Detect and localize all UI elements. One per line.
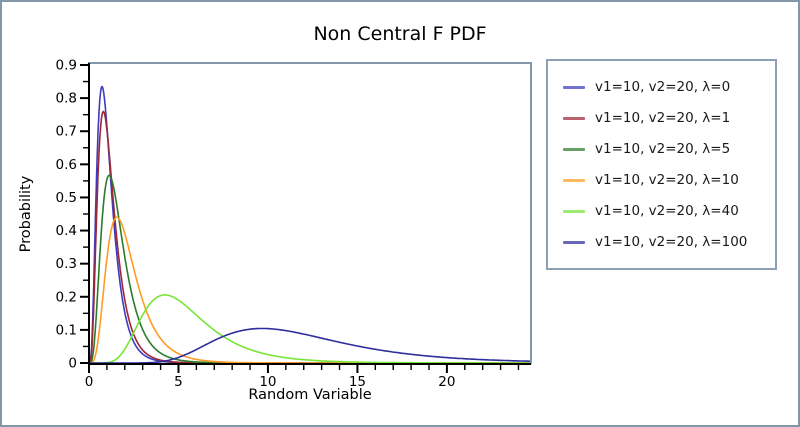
legend-swatch-line <box>563 147 585 151</box>
series-curve <box>90 85 530 363</box>
x-tick-label: 0 <box>85 374 94 390</box>
y-tick-label: 0 <box>68 356 77 372</box>
series-curve <box>90 327 530 363</box>
y-tick-label: 0.8 <box>56 91 77 107</box>
x-tick-label: 15 <box>349 374 366 390</box>
legend-swatch-line <box>563 240 585 244</box>
series-curve <box>90 216 530 363</box>
legend-swatch-line <box>563 85 585 89</box>
x-tick-label: 10 <box>259 374 276 390</box>
legend-item: v1=10, v2=20, λ=0 <box>563 76 775 98</box>
x-tick-label: 5 <box>174 374 183 390</box>
y-axis-label: Probability <box>18 175 34 253</box>
legend-label: v1=10, v2=20, λ=40 <box>595 203 739 219</box>
series-curve <box>90 174 530 363</box>
y-tick-label: 0.9 <box>56 58 77 74</box>
legend-swatch-line <box>563 178 585 182</box>
y-tick-label: 0.6 <box>56 157 77 173</box>
legend: v1=10, v2=20, λ=0 v1=10, v2=20, λ=1 v1=10,… <box>546 59 777 270</box>
legend-item: v1=10, v2=20, λ=1 <box>563 107 775 129</box>
x-tick-label: 20 <box>438 374 455 390</box>
legend-item: v1=10, v2=20, λ=100 <box>563 231 775 253</box>
legend-swatch-line <box>563 116 585 120</box>
chart-title: Non Central F PDF <box>313 23 487 45</box>
y-tick-label: 0.2 <box>56 289 77 305</box>
y-tick-label: 0.4 <box>56 223 77 239</box>
legend-label: v1=10, v2=20, λ=5 <box>595 141 731 157</box>
legend-swatch-line <box>563 209 585 213</box>
legend-label: v1=10, v2=20, λ=0 <box>595 79 731 95</box>
series-curve <box>90 110 530 363</box>
legend-item: v1=10, v2=20, λ=10 <box>563 169 775 191</box>
y-tick-label: 0.1 <box>56 322 77 338</box>
x-axis-label: Random Variable <box>248 387 372 403</box>
y-tick-label: 0.7 <box>56 124 77 140</box>
series-curve <box>90 294 530 363</box>
y-tick-label: 0.5 <box>56 190 77 206</box>
legend-label: v1=10, v2=20, λ=1 <box>595 110 731 126</box>
legend-item: v1=10, v2=20, λ=5 <box>563 138 775 160</box>
legend-item: v1=10, v2=20, λ=40 <box>563 200 775 222</box>
legend-label: v1=10, v2=20, λ=10 <box>595 172 739 188</box>
y-tick-label: 0.3 <box>56 256 77 272</box>
legend-label: v1=10, v2=20, λ=100 <box>595 234 748 250</box>
